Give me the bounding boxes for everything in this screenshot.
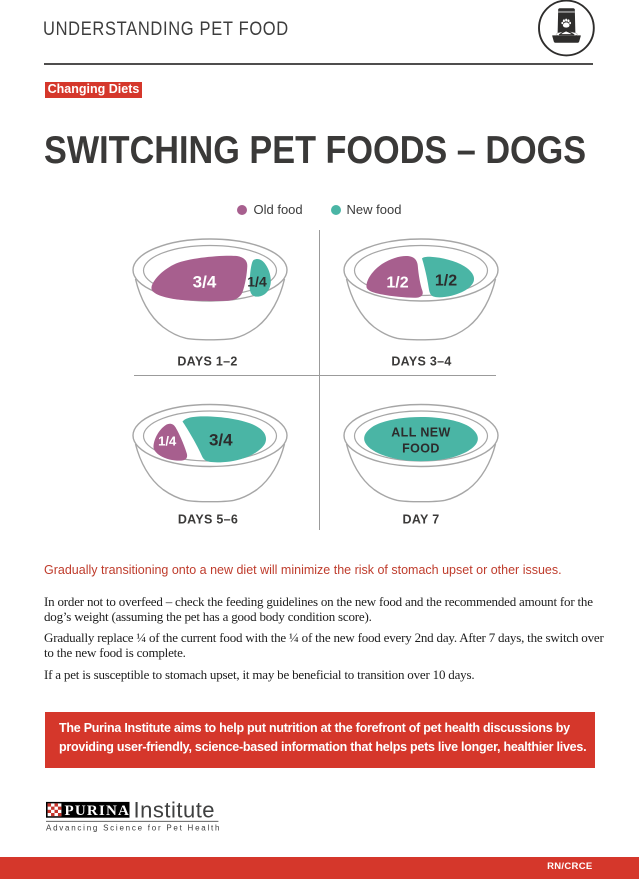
svg-text:FOOD: FOOD bbox=[402, 442, 440, 456]
svg-text:ALL NEW: ALL NEW bbox=[391, 426, 451, 440]
svg-text:1/4: 1/4 bbox=[158, 434, 177, 449]
svg-text:DAY 7: DAY 7 bbox=[403, 513, 440, 527]
svg-text:3/4: 3/4 bbox=[193, 273, 217, 292]
svg-text:1/2: 1/2 bbox=[435, 273, 457, 290]
svg-text:DAYS 5–6: DAYS 5–6 bbox=[178, 513, 238, 527]
svg-text:Advancing Science for Pet Heal: Advancing Science for Pet Health bbox=[46, 823, 221, 832]
svg-text:PURINA: PURINA bbox=[65, 803, 131, 819]
svg-text:Institute: Institute bbox=[134, 800, 216, 823]
svg-text:3/4: 3/4 bbox=[209, 431, 233, 450]
svg-text:1/2: 1/2 bbox=[386, 275, 408, 292]
svg-text:DAYS 1–2: DAYS 1–2 bbox=[177, 355, 237, 369]
svg-text:DAYS 3–4: DAYS 3–4 bbox=[391, 355, 451, 369]
svg-text:1/4: 1/4 bbox=[247, 274, 267, 290]
